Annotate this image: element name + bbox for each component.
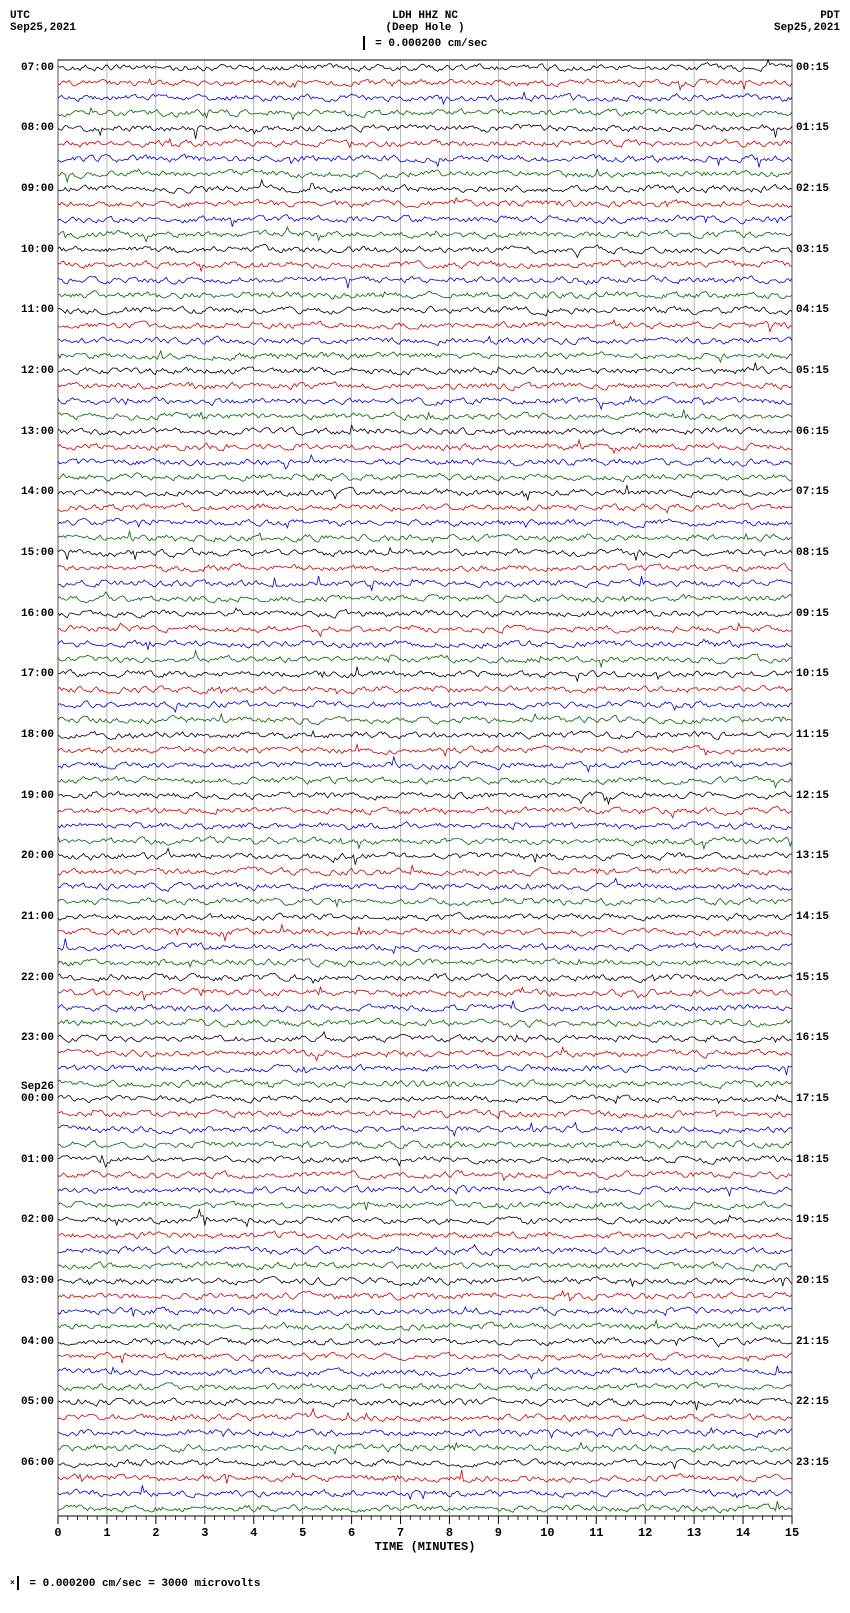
- right-time-label: 18:15: [796, 1154, 829, 1166]
- x-tick-label: 10: [540, 1526, 554, 1540]
- right-time-label: 00:15: [796, 62, 829, 74]
- header-center: LDH HHZ NC (Deep Hole ): [76, 10, 774, 34]
- left-date-mark: Sep26: [10, 1081, 54, 1093]
- right-time-label: 08:15: [796, 547, 829, 559]
- right-time-label: 19:15: [796, 1214, 829, 1226]
- x-tick-label: 1: [103, 1526, 110, 1540]
- right-time-label: 13:15: [796, 850, 829, 862]
- left-time-label: 09:00: [10, 183, 54, 195]
- helicorder-svg: 0123456789101112131415TIME (MINUTES): [10, 56, 840, 1556]
- x-tick-label: 13: [687, 1526, 701, 1540]
- x-tick-label: 11: [589, 1526, 603, 1540]
- left-time-label: 16:00: [10, 608, 54, 620]
- x-tick-label: 7: [397, 1526, 404, 1540]
- right-time-label: 21:15: [796, 1336, 829, 1348]
- left-time-label: 00:00: [10, 1093, 54, 1105]
- right-time-label: 15:15: [796, 972, 829, 984]
- left-time-label: 11:00: [10, 304, 54, 316]
- scale-bar-icon: [363, 36, 365, 50]
- right-time-label: 02:15: [796, 183, 829, 195]
- left-time-label: 22:00: [10, 972, 54, 984]
- x-tick-label: 3: [201, 1526, 208, 1540]
- x-tick-label: 15: [785, 1526, 799, 1540]
- right-time-label: 01:15: [796, 122, 829, 134]
- right-time-label: 10:15: [796, 668, 829, 680]
- left-time-label: 12:00: [10, 365, 54, 377]
- left-time-label: 07:00: [10, 62, 54, 74]
- x-tick-label: 0: [54, 1526, 61, 1540]
- x-tick-label: 5: [299, 1526, 306, 1540]
- right-time-label: 09:15: [796, 608, 829, 620]
- left-timezone: UTC: [10, 10, 76, 22]
- header-right: PDT Sep25,2021: [774, 10, 840, 34]
- right-date: Sep25,2021: [774, 22, 840, 34]
- right-time-label: 17:15: [796, 1093, 829, 1105]
- right-time-label: 20:15: [796, 1275, 829, 1287]
- left-time-label: 05:00: [10, 1396, 54, 1408]
- left-time-label: 06:00: [10, 1457, 54, 1469]
- scale-text: = 0.000200 cm/sec: [369, 38, 488, 50]
- x-tick-label: 8: [446, 1526, 453, 1540]
- right-time-label: 11:15: [796, 729, 829, 741]
- x-tick-label: 6: [348, 1526, 355, 1540]
- left-time-label: 14:00: [10, 486, 54, 498]
- left-time-label: 20:00: [10, 850, 54, 862]
- left-time-label: 15:00: [10, 547, 54, 559]
- x-tick-label: 14: [736, 1526, 750, 1540]
- left-time-label: 23:00: [10, 1032, 54, 1044]
- x-tick-label: 9: [495, 1526, 502, 1540]
- title-line2: (Deep Hole ): [76, 22, 774, 34]
- header-left: UTC Sep25,2021: [10, 10, 76, 34]
- scale-bar-icon: [17, 1576, 19, 1590]
- left-time-label: 18:00: [10, 729, 54, 741]
- footer: × = 0.000200 cm/sec = 3000 microvolts: [10, 1576, 840, 1590]
- left-time-label: 10:00: [10, 244, 54, 256]
- left-time-label: 19:00: [10, 790, 54, 802]
- x-tick-label: 2: [152, 1526, 159, 1540]
- left-time-label: 02:00: [10, 1214, 54, 1226]
- footer-text: = 0.000200 cm/sec = 3000 microvolts: [23, 1578, 261, 1590]
- left-time-label: 17:00: [10, 668, 54, 680]
- right-timezone: PDT: [774, 10, 840, 22]
- left-time-label: 03:00: [10, 1275, 54, 1287]
- right-time-label: 07:15: [796, 486, 829, 498]
- header: UTC Sep25,2021 LDH HHZ NC (Deep Hole ) P…: [10, 10, 840, 34]
- right-time-label: 12:15: [796, 790, 829, 802]
- scale-indicator: = 0.000200 cm/sec: [10, 36, 840, 50]
- left-time-label: 13:00: [10, 426, 54, 438]
- left-time-label: 01:00: [10, 1154, 54, 1166]
- right-time-label: 16:15: [796, 1032, 829, 1044]
- x-tick-label: 4: [250, 1526, 257, 1540]
- right-time-label: 14:15: [796, 911, 829, 923]
- left-date: Sep25,2021: [10, 22, 76, 34]
- right-time-label: 03:15: [796, 244, 829, 256]
- x-axis-label: TIME (MINUTES): [375, 1540, 476, 1554]
- helicorder-plot: 0123456789101112131415TIME (MINUTES)07:0…: [10, 56, 840, 1556]
- left-time-label: 04:00: [10, 1336, 54, 1348]
- right-time-label: 05:15: [796, 365, 829, 377]
- x-tick-label: 12: [638, 1526, 652, 1540]
- left-time-label: 08:00: [10, 122, 54, 134]
- right-time-label: 06:15: [796, 426, 829, 438]
- left-time-label: 21:00: [10, 911, 54, 923]
- right-time-label: 22:15: [796, 1396, 829, 1408]
- right-time-label: 23:15: [796, 1457, 829, 1469]
- title-line1: LDH HHZ NC: [76, 10, 774, 22]
- right-time-label: 04:15: [796, 304, 829, 316]
